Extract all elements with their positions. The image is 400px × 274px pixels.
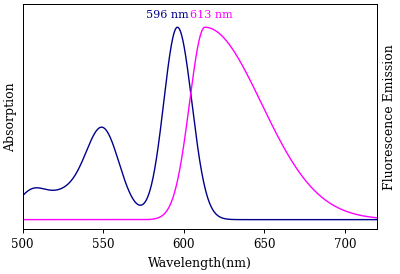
Text: 613 nm: 613 nm <box>190 10 233 19</box>
X-axis label: Wavelength(nm): Wavelength(nm) <box>148 257 252 270</box>
Y-axis label: Fluorescence Emission: Fluorescence Emission <box>383 44 396 190</box>
Y-axis label: Absorption: Absorption <box>4 82 17 152</box>
Text: 596 nm: 596 nm <box>146 10 189 19</box>
